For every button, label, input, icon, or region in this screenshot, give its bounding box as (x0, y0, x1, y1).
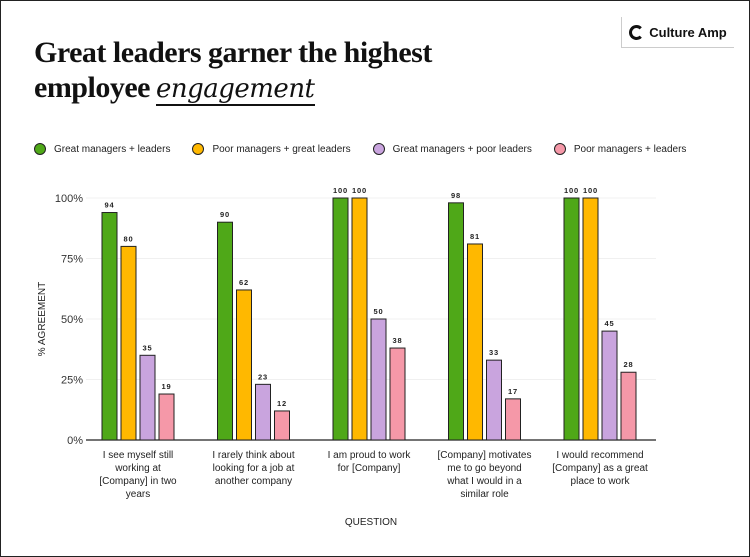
y-axis-title: % AGREEMENT (37, 282, 48, 356)
data-label: 23 (258, 372, 268, 381)
bar (467, 243, 483, 441)
legend-label: Great managers + leaders (54, 143, 171, 155)
data-label: 33 (489, 348, 499, 357)
bar (101, 212, 118, 441)
legend-label: Poor managers + leaders (573, 143, 687, 155)
data-label: 17 (508, 387, 518, 396)
data-label: 50 (374, 307, 384, 316)
data-label: 35 (143, 343, 153, 352)
legend: Great managers + leaders Poor managers + … (34, 143, 708, 155)
y-tick-label: 100% (55, 193, 83, 205)
legend-label: Great managers + poor leaders (392, 143, 532, 155)
data-label: 45 (605, 319, 615, 328)
bar (505, 398, 521, 441)
bar (217, 221, 233, 441)
x-tick-label: what I would in a (446, 476, 522, 487)
legend-item: Poor managers + great leaders (192, 143, 351, 155)
legend-item: Poor managers + leaders (553, 143, 687, 155)
x-tick-label: years (126, 489, 150, 500)
bar (255, 383, 271, 441)
x-tick-label: I see myself still (103, 450, 174, 461)
x-tick-label: I rarely think about (212, 450, 294, 461)
x-axis-title: QUESTION (345, 517, 397, 528)
data-label: 19 (162, 382, 172, 391)
bar (563, 197, 580, 441)
data-label: 38 (393, 336, 403, 345)
data-label: 80 (124, 234, 134, 243)
x-tick-label: I am proud to work (328, 450, 412, 461)
x-tick-label: working at (114, 463, 161, 474)
legend-swatch (372, 143, 385, 155)
culture-amp-logo: Culture Amp (621, 17, 734, 48)
legend-swatch (553, 143, 566, 155)
x-tick-label: [Company] in two (99, 476, 177, 487)
data-label: 81 (470, 232, 480, 241)
data-label: 90 (220, 210, 230, 219)
legend-swatch (34, 143, 46, 155)
title-line-2: employee (34, 71, 150, 104)
legend-item: Great managers + leaders (34, 143, 170, 155)
bar (620, 371, 637, 441)
logo-icon (629, 24, 645, 40)
bar (601, 330, 618, 441)
data-label: 28 (624, 360, 634, 369)
x-tick-label: me to go beyond (447, 463, 522, 474)
data-label: 98 (451, 191, 461, 200)
x-tick-label: similar role (460, 489, 509, 500)
data-label: 100 (564, 186, 579, 195)
bar (486, 359, 502, 441)
x-tick-label: place to work (571, 476, 631, 487)
bar (370, 318, 387, 441)
data-label: 100 (333, 186, 348, 195)
x-tick-label: [Company] as a great (552, 463, 648, 474)
title-script-word: engagement (155, 74, 315, 106)
bar (236, 289, 252, 441)
logo-text: Culture Amp (649, 24, 727, 40)
data-label: 100 (583, 186, 598, 195)
x-tick-label: another company (215, 476, 292, 487)
x-tick-label: [Company] motivates (438, 450, 532, 461)
bar (274, 410, 290, 441)
legend-label: Poor managers + great leaders (212, 143, 351, 155)
legend-swatch (192, 143, 205, 155)
bar (158, 393, 175, 441)
page-title: Great leaders garner the highest employe… (34, 35, 432, 107)
x-tick-label: I would recommend (556, 450, 643, 461)
bar (332, 197, 349, 441)
y-tick-label: 50% (61, 314, 83, 326)
title-line-1: Great leaders garner the highest (34, 36, 432, 69)
legend-item: Great managers + poor leaders (372, 143, 532, 155)
data-label: 100 (352, 186, 367, 195)
y-tick-label: 0% (67, 435, 83, 447)
bar (448, 202, 464, 441)
y-tick-label: 75% (61, 254, 83, 266)
bar (389, 347, 406, 441)
bar (120, 245, 137, 441)
data-label: 12 (277, 399, 287, 408)
data-label: 94 (105, 201, 115, 210)
data-label: 62 (239, 278, 249, 287)
bar (139, 354, 156, 441)
x-tick-label: looking for a job at (213, 463, 295, 474)
bar (582, 197, 599, 441)
bar (351, 197, 368, 441)
y-tick-label: 25% (61, 375, 83, 387)
x-tick-label: for [Company] (338, 463, 401, 474)
